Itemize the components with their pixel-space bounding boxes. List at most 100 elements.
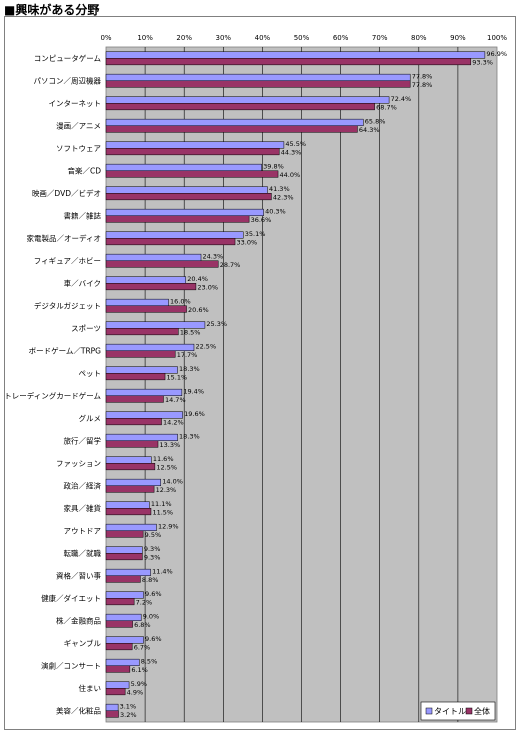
data-label-series-1: 11.4% [152, 568, 173, 576]
data-label-series-1: 11.6% [153, 455, 174, 463]
bar-series-2 [105, 598, 135, 606]
data-label-series-1: 5.9% [131, 680, 148, 688]
data-label-series-2: 23.0% [197, 283, 218, 291]
bar-series-1 [105, 366, 178, 374]
bar-series-1 [105, 141, 285, 149]
data-label-series-2: 6.8% [134, 621, 151, 629]
bar-series-1 [105, 636, 144, 644]
bar-series-2 [105, 305, 187, 313]
bar-series-2 [105, 508, 152, 516]
legend-label-series-2: 全体 [474, 706, 490, 716]
data-label-series-1: 20.4% [187, 275, 208, 283]
bar-series-1 [105, 163, 262, 171]
category-label: 株／金融商品 [56, 615, 101, 625]
category-label: ペット [79, 369, 102, 378]
x-tick-label: 30% [216, 34, 232, 42]
bar-series-1 [105, 186, 268, 194]
data-label-series-1: 14.0% [162, 478, 183, 486]
x-tick-label: 90% [450, 34, 466, 42]
category-label: スポーツ [71, 324, 101, 333]
x-tick-label: 40% [255, 34, 271, 42]
data-label-series-2: 44.0% [280, 171, 301, 179]
bar-series-2 [105, 553, 143, 561]
data-label-series-2: 6.7% [134, 643, 151, 651]
category-label: 家具／雑貨 [64, 503, 102, 513]
category-label: 映画／DVD／ビデオ [32, 188, 101, 198]
legend-swatch-series-1 [425, 707, 433, 715]
category-label: 美容／化粧品 [56, 705, 101, 715]
bar-series-1 [105, 388, 183, 396]
chart-frame [4, 16, 516, 730]
data-label-series-2: 18.5% [180, 328, 201, 336]
bar-series-1 [105, 703, 119, 712]
category-label: ギャンブル [64, 638, 102, 648]
data-label-series-2: 15.1% [167, 373, 188, 381]
bar-series-1 [105, 478, 161, 486]
x-tick-label: 20% [176, 34, 192, 42]
data-label-series-2: 44.3% [281, 148, 302, 156]
bar-series-2 [105, 350, 176, 358]
data-label-series-2: 6.1% [131, 666, 148, 674]
bar-series-2 [105, 710, 119, 718]
bar-series-1 [105, 613, 142, 622]
legend-label-series-1: タイトル [434, 707, 466, 716]
data-label-series-1: 18.3% [179, 433, 200, 441]
bar-series-1 [105, 321, 206, 329]
data-label-series-1: 45.5% [285, 140, 306, 148]
bar-series-2 [105, 148, 280, 156]
data-label-series-1: 77.8% [412, 73, 433, 81]
category-label: 音楽／CD [67, 165, 101, 175]
data-label-series-2: 68.7% [376, 103, 397, 111]
bar-series-2 [105, 373, 166, 381]
x-tick-label: 100% [487, 34, 507, 42]
data-label-series-1: 22.5% [195, 343, 216, 351]
data-label-series-2: 7.2% [136, 598, 153, 606]
bar-series-1 [105, 681, 130, 689]
bar-series-1 [105, 658, 140, 667]
data-label-series-1: 25.3% [206, 320, 227, 328]
bar-series-2 [105, 395, 164, 403]
bar-series-2 [105, 215, 250, 223]
data-label-series-1: 8.5% [141, 658, 158, 666]
bar-series-2 [105, 283, 197, 291]
bar-series-2 [105, 418, 162, 426]
bar-series-2 [105, 575, 141, 583]
bar-series-1 [105, 253, 202, 261]
data-label-series-2: 9.5% [145, 531, 162, 539]
bar-series-1 [105, 208, 264, 216]
data-label-series-1: 72.4% [391, 95, 412, 103]
data-label-series-1: 41.3% [269, 185, 290, 193]
data-label-series-1: 24.3% [203, 253, 224, 261]
category-label: トレーディングカードゲーム [4, 390, 101, 400]
category-label: 家電製品／オーディオ [27, 233, 101, 243]
bar-series-2 [105, 530, 144, 538]
data-label-series-2: 42.3% [273, 193, 294, 201]
bar-series-1 [105, 298, 169, 306]
bar-series-2 [105, 328, 179, 336]
bar-series-1 [105, 96, 390, 104]
bar-series-2 [105, 103, 375, 111]
bar-series-2 [105, 463, 156, 471]
x-tick-label: 70% [372, 34, 388, 42]
data-label-series-1: 9.6% [145, 590, 162, 598]
data-label-series-1: 19.6% [184, 410, 205, 418]
bar-series-2 [105, 665, 131, 673]
x-tick-label: 0% [100, 34, 111, 42]
category-label: 政治／経済 [64, 480, 102, 490]
bar-series-1 [105, 501, 150, 509]
data-label-series-2: 12.5% [156, 463, 177, 471]
bar-series-1 [105, 433, 178, 441]
data-label-series-2: 14.7% [165, 396, 186, 404]
data-label-series-1: 11.1% [151, 500, 172, 508]
category-label: 車／バイク [64, 278, 101, 288]
category-label: 演劇／コンサート [41, 660, 101, 670]
bar-series-2 [105, 620, 133, 628]
category-label: 住まい [79, 683, 102, 693]
x-tick-label: 50% [294, 34, 310, 42]
bar-series-2 [105, 170, 279, 178]
data-label-series-2: 17.7% [177, 351, 198, 359]
x-tick-label: 10% [137, 34, 153, 42]
category-label: コンピュータゲーム [34, 54, 101, 63]
legend [420, 701, 496, 721]
